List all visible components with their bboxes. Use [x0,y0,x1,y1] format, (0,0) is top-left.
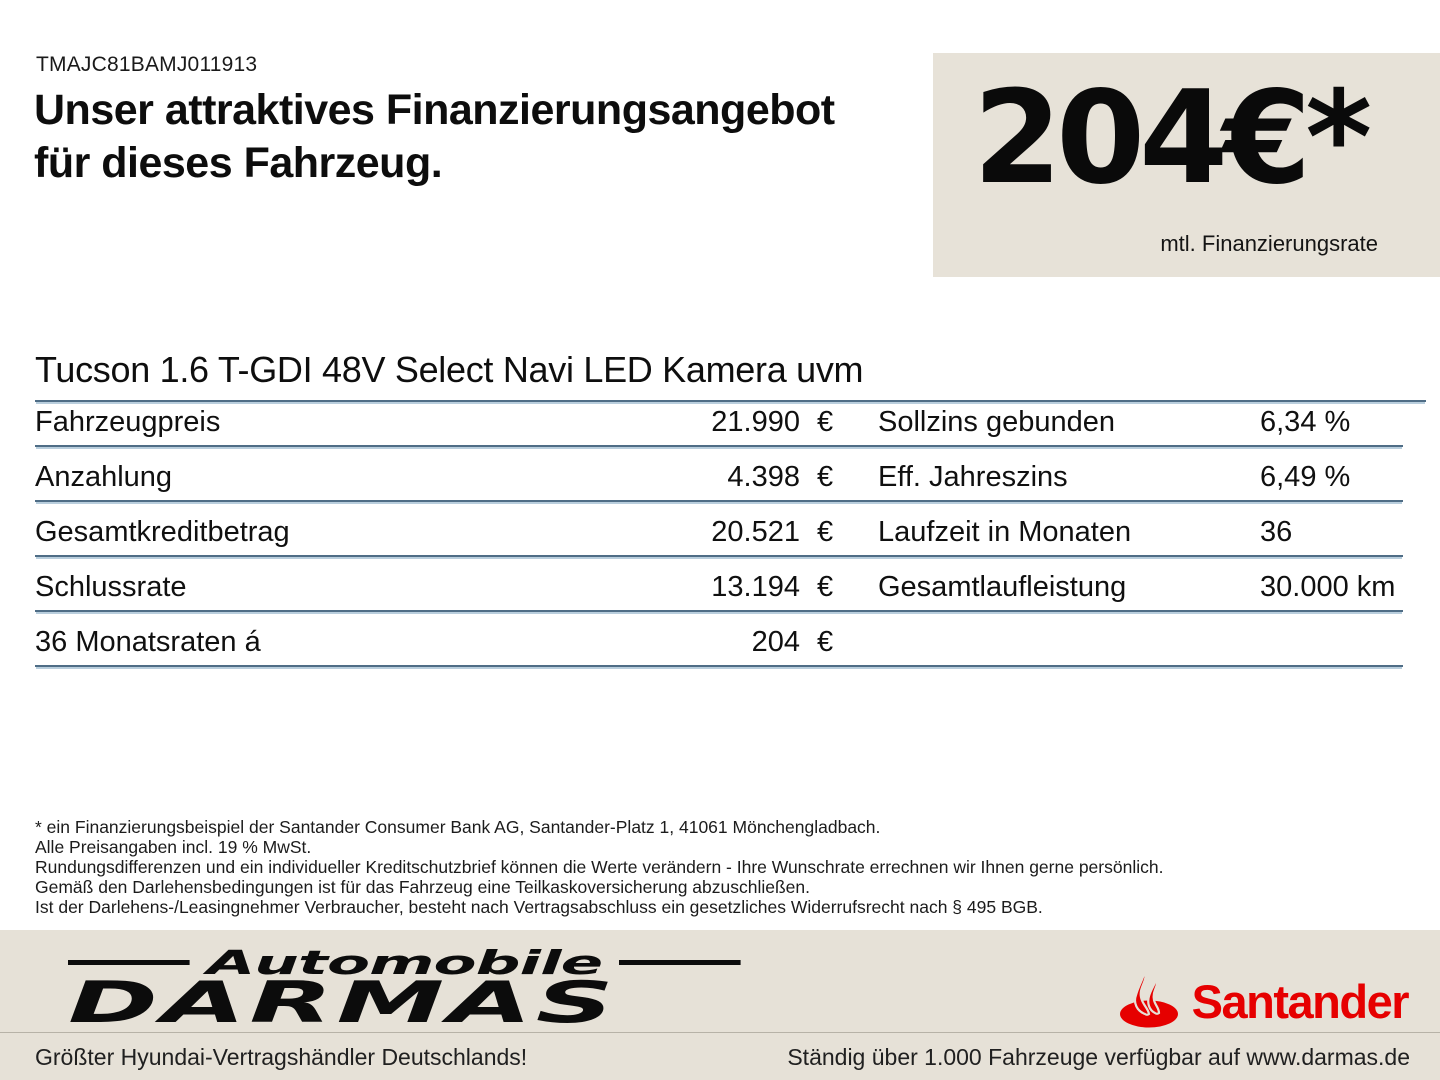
disclaimer-line: Gemäß den Darlehensbedingungen ist für d… [35,877,810,897]
santander-flame-icon [1118,966,1180,1033]
headline-line-1: Unser attraktives Finanzierungsangebot [34,86,835,134]
darmas-logo-right-line [619,960,741,965]
disclaimer-text: * ein Finanzierungsbeispiel der Santande… [35,817,1163,917]
table-row: Fahrzeugpreis 21.990 € Sollzins gebunden… [35,392,1403,447]
darmas-logo-automobile-text: Automobile [206,943,603,982]
row-left-unit: € [817,516,834,548]
row-left-value: 21.990 [711,406,800,438]
row-left-value: 204 [751,626,800,658]
row-left-unit: € [817,461,834,493]
row-left-value: 13.194 [711,571,800,603]
darmas-logo-left-line [68,960,190,965]
headline-line-2: für dieses Fahrzeug. [34,138,443,187]
santander-logo: Santander [1118,966,1410,1033]
table-row: Schlussrate 13.194 € Gesamtlaufleistung … [35,557,1403,612]
row-right-value: 30.000 km [1260,571,1396,603]
disclaimer-line: Alle Preisangaben incl. 19 % MwSt. [35,837,312,857]
disclaimer-line: Rundungsdifferenzen und ein individuelle… [35,857,1164,877]
footer: Automobile DARMAS Santander Größter Hyun… [0,930,1440,1080]
row-left-value: 20.521 [711,516,800,548]
row-left-value: 4.398 [727,461,800,493]
row-left-label: Gesamtkreditbetrag [35,516,290,548]
row-left-unit: € [817,626,834,658]
santander-wordmark: Santander [1191,975,1410,1028]
disclaimer-line: Ist der Darlehens-/Leasingnehmer Verbrau… [35,897,1043,917]
darmas-dealer-logo: Automobile DARMAS [68,946,741,1036]
row-left-unit: € [817,571,834,603]
row-left-label: Anzahlung [35,461,173,493]
table-row: Gesamtkreditbetrag 20.521 € Laufzeit in … [35,502,1403,557]
row-right-label: Sollzins gebunden [878,406,1116,438]
table-row: 36 Monatsraten á 204 € [35,612,1403,667]
availability-tagline: Ständig über 1.000 Fahrzeuge verfügbar a… [787,1044,1410,1070]
finance-table: Fahrzeugpreis 21.990 € Sollzins gebunden… [35,392,1403,667]
darmas-logo-name-text: DARMAS [68,970,618,1036]
row-right-label: Eff. Jahreszins [878,461,1068,493]
row-right-value: 36 [1260,516,1293,548]
footer-divider [0,1032,1440,1033]
row-left-unit: € [817,406,834,438]
row-right-label: Gesamtlaufleistung [878,571,1127,603]
row-left-label: 36 Monatsraten á [35,626,261,658]
monthly-rate-box: 204€* mtl. Finanzierungsrate [933,53,1440,277]
table-row: Anzahlung 4.398 € Eff. Jahreszins 6,49 % [35,447,1403,502]
vehicle-model-title: Tucson 1.6 T-GDI 48V Select Navi LED Kam… [35,349,1426,402]
row-left-label: Schlussrate [35,571,187,603]
monthly-rate-amount: 204€* [973,64,1372,213]
row-right-label: Laufzeit in Monaten [878,516,1132,548]
page-title: Unser attraktives Finanzierungsangebot f… [34,84,835,190]
row-right-value: 6,49 % [1260,461,1351,493]
vehicle-vin: TMAJC81BAMJ011913 [36,53,258,76]
disclaimer-line: * ein Finanzierungsbeispiel der Santande… [35,817,881,837]
row-left-label: Fahrzeugpreis [35,406,221,438]
row-right-value: 6,34 % [1260,406,1351,438]
darmas-logo-top: Automobile [68,946,741,979]
monthly-rate-caption: mtl. Finanzierungsrate [1160,231,1378,256]
dealer-tagline: Größter Hyundai-Vertragshändler Deutschl… [35,1044,528,1070]
